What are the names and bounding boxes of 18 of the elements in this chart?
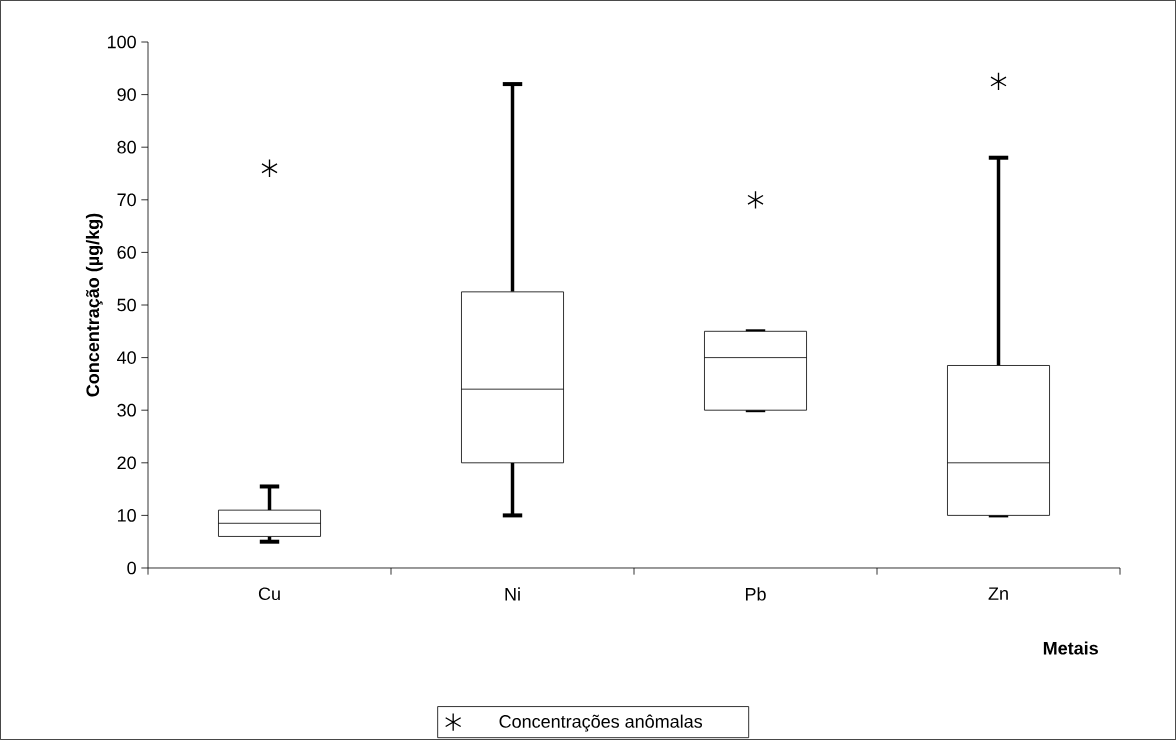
y-tick-label: 50: [117, 298, 136, 312]
y-tick-label: 90: [117, 88, 136, 101]
y-tick-label: 0: [127, 561, 136, 575]
y-axis-title: Concentração (µg/kg): [85, 213, 103, 397]
x-tick-label: Pb: [745, 587, 766, 601]
x-tick-label: Zn: [988, 587, 1008, 600]
x-tick-label: Cu: [258, 587, 280, 601]
y-tick-label: 100: [107, 35, 136, 49]
x-tick-label: Ni: [505, 587, 520, 601]
y-tick-label: 70: [117, 193, 136, 207]
y-tick-label: 80: [117, 140, 136, 154]
y-tick-label: 60: [117, 246, 136, 259]
x-axis-title: Metais: [1043, 641, 1098, 655]
legend-label: Concentrações anômalas: [499, 714, 703, 732]
y-tick-label: 20: [117, 456, 136, 470]
y-tick-label: 30: [117, 403, 136, 417]
y-tick-label: 40: [117, 351, 136, 364]
y-tick-label: 10: [117, 509, 136, 522]
